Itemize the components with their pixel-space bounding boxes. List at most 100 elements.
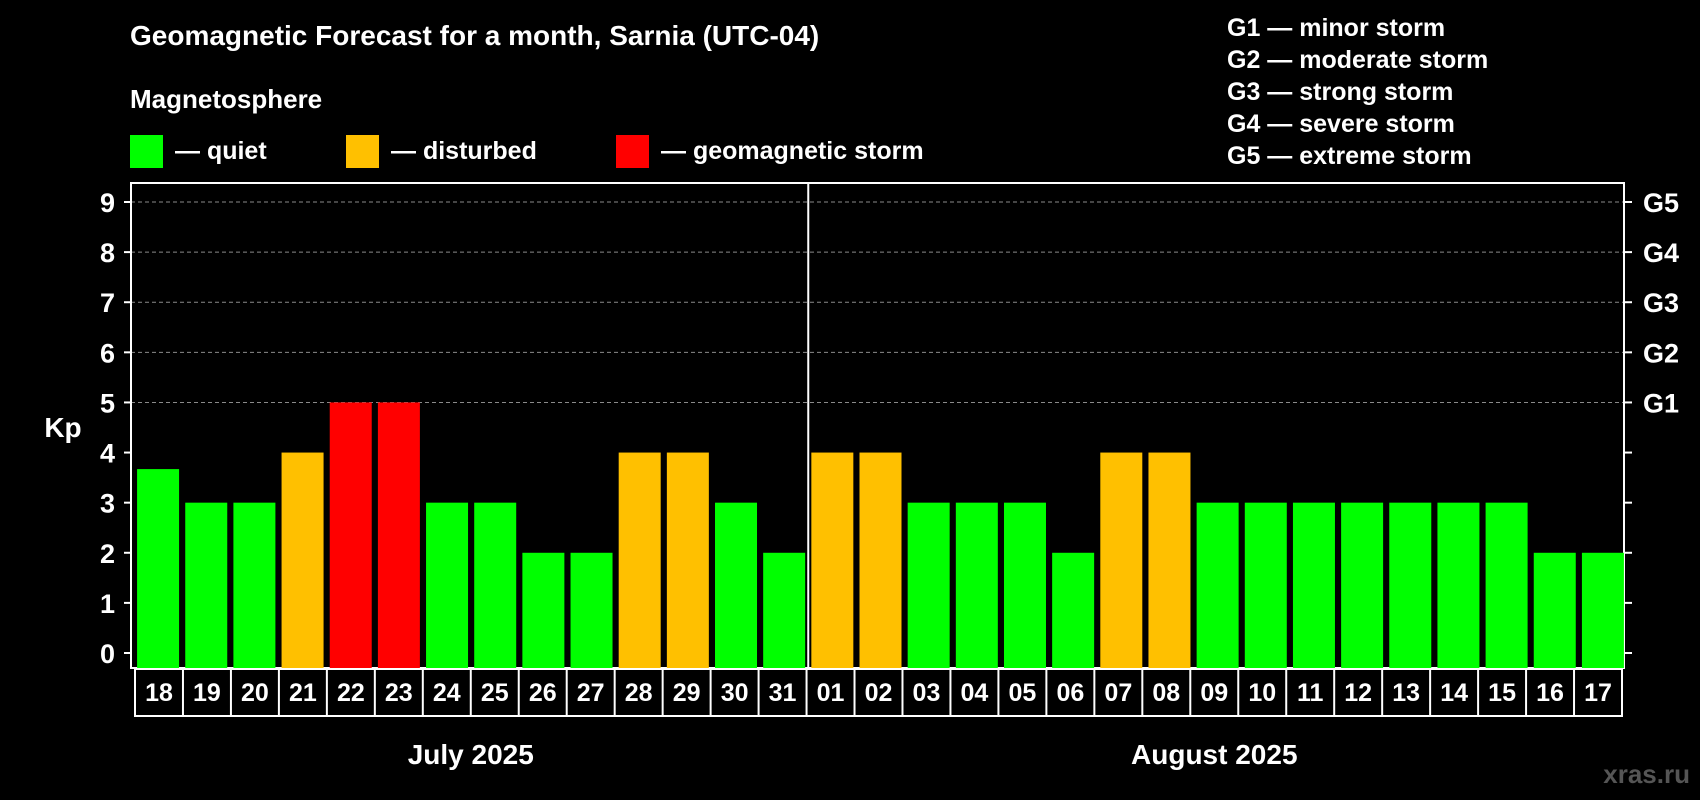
bar-day-26 [522, 552, 565, 668]
bar-day-05 [1003, 502, 1046, 668]
month-label-august: August 2025 [1131, 739, 1298, 770]
date-label-22: 22 [337, 679, 365, 707]
date-label-27: 27 [577, 679, 605, 707]
storm-scale-g5: G5 — extreme storm [1227, 142, 1472, 170]
legend-quiet: — quiet [130, 134, 267, 168]
storm-scale-g4: G4 — severe storm [1227, 110, 1455, 138]
bar-day-30 [715, 502, 758, 668]
chart-title: Geomagnetic Forecast for a month, Sarnia… [130, 20, 820, 51]
y-tick-label-4: 4 [100, 439, 115, 469]
bar-day-24 [426, 502, 469, 668]
bar-day-29 [666, 452, 709, 668]
date-label-29: 29 [673, 679, 701, 707]
date-label-19: 19 [193, 679, 221, 707]
bar-day-11 [1292, 502, 1335, 668]
bar-day-03 [907, 502, 950, 668]
legend-disturbed-swatch [346, 134, 379, 168]
bar-day-04 [955, 502, 998, 668]
date-label-11: 11 [1297, 679, 1324, 707]
chart-subtitle: Magnetosphere [130, 84, 323, 114]
storm-scale-list: G1 — minor storm G2 — moderate storm G3 … [1227, 12, 1488, 172]
legend-disturbed: — disturbed [346, 134, 537, 168]
date-label-08: 08 [1152, 679, 1180, 707]
bar-day-13 [1389, 502, 1432, 668]
watermark: xras.ru [1603, 759, 1690, 789]
date-label-01: 01 [817, 679, 845, 707]
date-label-05: 05 [1008, 679, 1036, 707]
date-label-31: 31 [769, 679, 797, 707]
bar-day-27 [570, 552, 613, 668]
date-label-25: 25 [481, 679, 509, 707]
date-label-30: 30 [721, 679, 749, 707]
bar-day-02 [859, 452, 902, 668]
bar-day-28 [618, 452, 661, 668]
date-label-04: 04 [961, 679, 989, 707]
date-label-02: 02 [865, 679, 893, 707]
bar-day-20 [233, 502, 276, 668]
bar-day-19 [185, 502, 228, 668]
date-label-10: 10 [1248, 679, 1276, 707]
storm-scale-g3: G3 — strong storm [1227, 78, 1454, 106]
bar-day-08 [1148, 452, 1191, 668]
bar-day-16 [1533, 552, 1576, 668]
legend-quiet-swatch [130, 134, 163, 168]
storm-level-label-g3: G3 [1643, 288, 1679, 318]
storm-scale-g1: G1 — minor storm [1227, 14, 1446, 42]
bar-day-18 [137, 469, 180, 668]
date-strip [134, 668, 1623, 717]
bar-day-21 [281, 452, 324, 668]
bar-day-23 [377, 402, 420, 668]
date-label-23: 23 [385, 679, 413, 707]
y-tick-label-5: 5 [100, 388, 115, 418]
date-label-13: 13 [1392, 679, 1420, 707]
y-tick-label-7: 7 [100, 288, 115, 318]
date-label-07: 07 [1104, 679, 1132, 707]
bar-day-01 [811, 452, 854, 668]
date-label-26: 26 [529, 679, 557, 707]
legend-storm-label: — geomagnetic storm [661, 136, 924, 165]
date-label-03: 03 [913, 679, 941, 707]
date-label-06: 06 [1056, 679, 1084, 707]
storm-level-label-g1: G1 [1643, 388, 1679, 418]
storm-level-label-g2: G2 [1643, 338, 1679, 368]
storm-level-label-g4: G4 [1643, 238, 1679, 268]
date-label-09: 09 [1200, 679, 1228, 707]
y-tick-label-3: 3 [100, 489, 115, 519]
storm-scale-g2: G2 — moderate storm [1227, 46, 1489, 74]
bar-day-17 [1581, 552, 1624, 668]
bar-day-25 [474, 502, 517, 668]
month-label-july: July 2025 [408, 739, 534, 770]
legend-disturbed-label: — disturbed [391, 136, 537, 165]
bar-day-06 [1052, 552, 1095, 668]
y-tick-label-2: 2 [100, 539, 115, 569]
y-tick-label-6: 6 [100, 338, 115, 368]
date-label-16: 16 [1536, 679, 1564, 707]
legend-quiet-label: — quiet [175, 136, 267, 165]
y-tick-label-0: 0 [100, 639, 115, 669]
bar-day-12 [1341, 502, 1384, 668]
legend-storm: — geomagnetic storm [616, 134, 924, 168]
bar-day-31 [763, 552, 806, 668]
storm-level-label-g5: G5 [1643, 188, 1679, 218]
bar-day-22 [329, 402, 372, 668]
date-label-24: 24 [433, 679, 461, 707]
y-tick-label-9: 9 [100, 188, 115, 218]
date-label-12: 12 [1344, 679, 1372, 707]
date-label-28: 28 [625, 679, 653, 707]
legend-storm-swatch [616, 134, 649, 168]
y-tick-label-8: 8 [100, 238, 115, 268]
bar-day-07 [1100, 452, 1143, 668]
date-label-17: 17 [1584, 679, 1612, 707]
date-label-14: 14 [1440, 679, 1468, 707]
y-tick-label-1: 1 [100, 589, 115, 619]
date-label-21: 21 [289, 679, 317, 707]
date-label-18: 18 [145, 679, 173, 707]
date-label-20: 20 [241, 679, 269, 707]
date-label-15: 15 [1488, 679, 1516, 707]
bar-day-09 [1196, 502, 1239, 668]
bar-day-15 [1485, 502, 1528, 668]
y-axis-label: Kp [44, 412, 81, 443]
bar-day-14 [1437, 502, 1480, 668]
bar-day-10 [1244, 502, 1287, 668]
